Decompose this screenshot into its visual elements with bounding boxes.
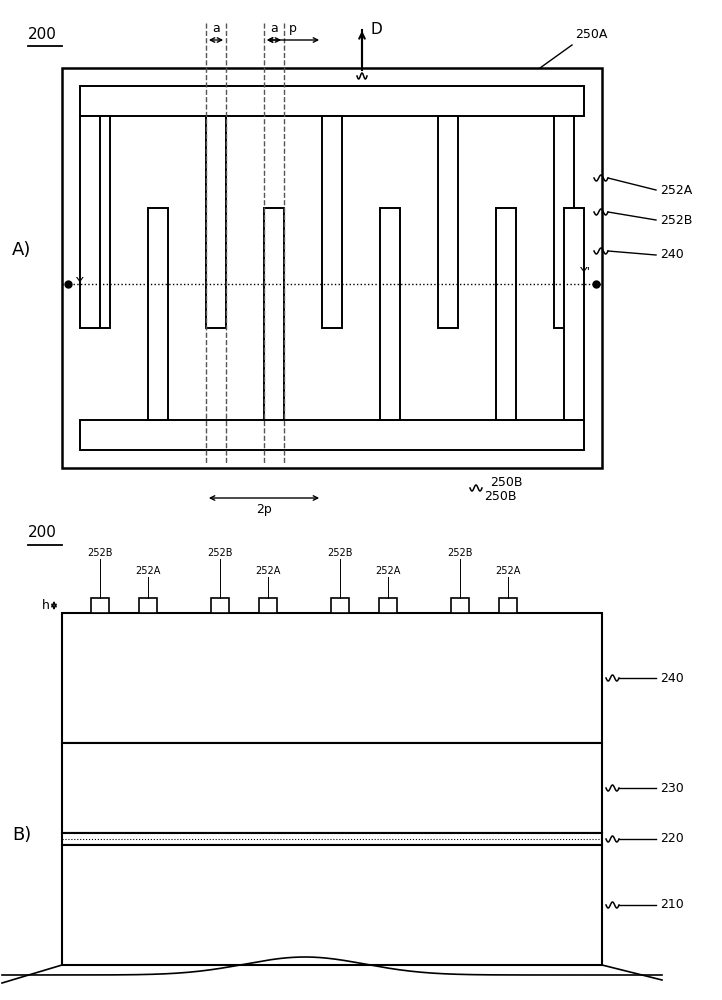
Text: a: a [212,22,220,35]
Bar [264,208,284,420]
Bar [62,68,602,468]
Bar [206,116,226,328]
Text: a: a [270,22,278,35]
Text: p: p [289,22,297,35]
Bar [62,613,602,743]
Bar [148,208,168,420]
Text: 252A: 252A [495,566,521,576]
Bar [380,208,400,420]
Text: 252B: 252B [207,548,232,558]
Bar [139,598,157,613]
Text: 2p: 2p [256,503,272,516]
Bar [91,598,109,613]
Text: 200: 200 [28,525,57,540]
Bar [80,116,100,328]
Bar [62,845,602,965]
Text: 250B: 250B [484,490,516,503]
Text: 200: 200 [28,27,57,42]
Bar [322,116,342,328]
Text: 252A: 252A [660,184,692,196]
Bar [80,86,584,116]
Text: h: h [42,599,50,612]
Bar [331,598,349,613]
Text: 250B: 250B [490,476,523,488]
Text: 240: 240 [660,248,684,261]
Text: Y: Y [76,276,84,290]
Bar [80,420,584,450]
Text: 252B: 252B [660,214,692,227]
Text: 252B: 252B [327,548,353,558]
Text: D: D [370,22,382,37]
Bar [496,208,516,420]
Text: 250A: 250A [575,28,607,41]
Text: 210: 210 [660,898,684,912]
Text: 252A: 252A [375,566,401,576]
Text: 240: 240 [660,672,684,684]
Bar [499,598,517,613]
Bar [554,116,574,328]
Text: 252A: 252A [135,566,161,576]
Bar [211,598,229,613]
Bar [564,208,584,420]
Text: Y': Y' [580,265,591,278]
Bar [379,598,397,613]
Text: 230: 230 [660,782,684,794]
Bar [62,743,602,833]
Bar [438,116,458,328]
Text: 220: 220 [660,832,684,846]
Text: 252A: 252A [256,566,281,576]
Text: 252B: 252B [87,548,113,558]
Text: 252B: 252B [447,548,473,558]
Text: A): A) [12,241,31,259]
Bar [259,598,277,613]
Text: B): B) [12,826,31,844]
Bar [451,598,469,613]
Bar [90,116,110,328]
Bar [62,833,602,845]
